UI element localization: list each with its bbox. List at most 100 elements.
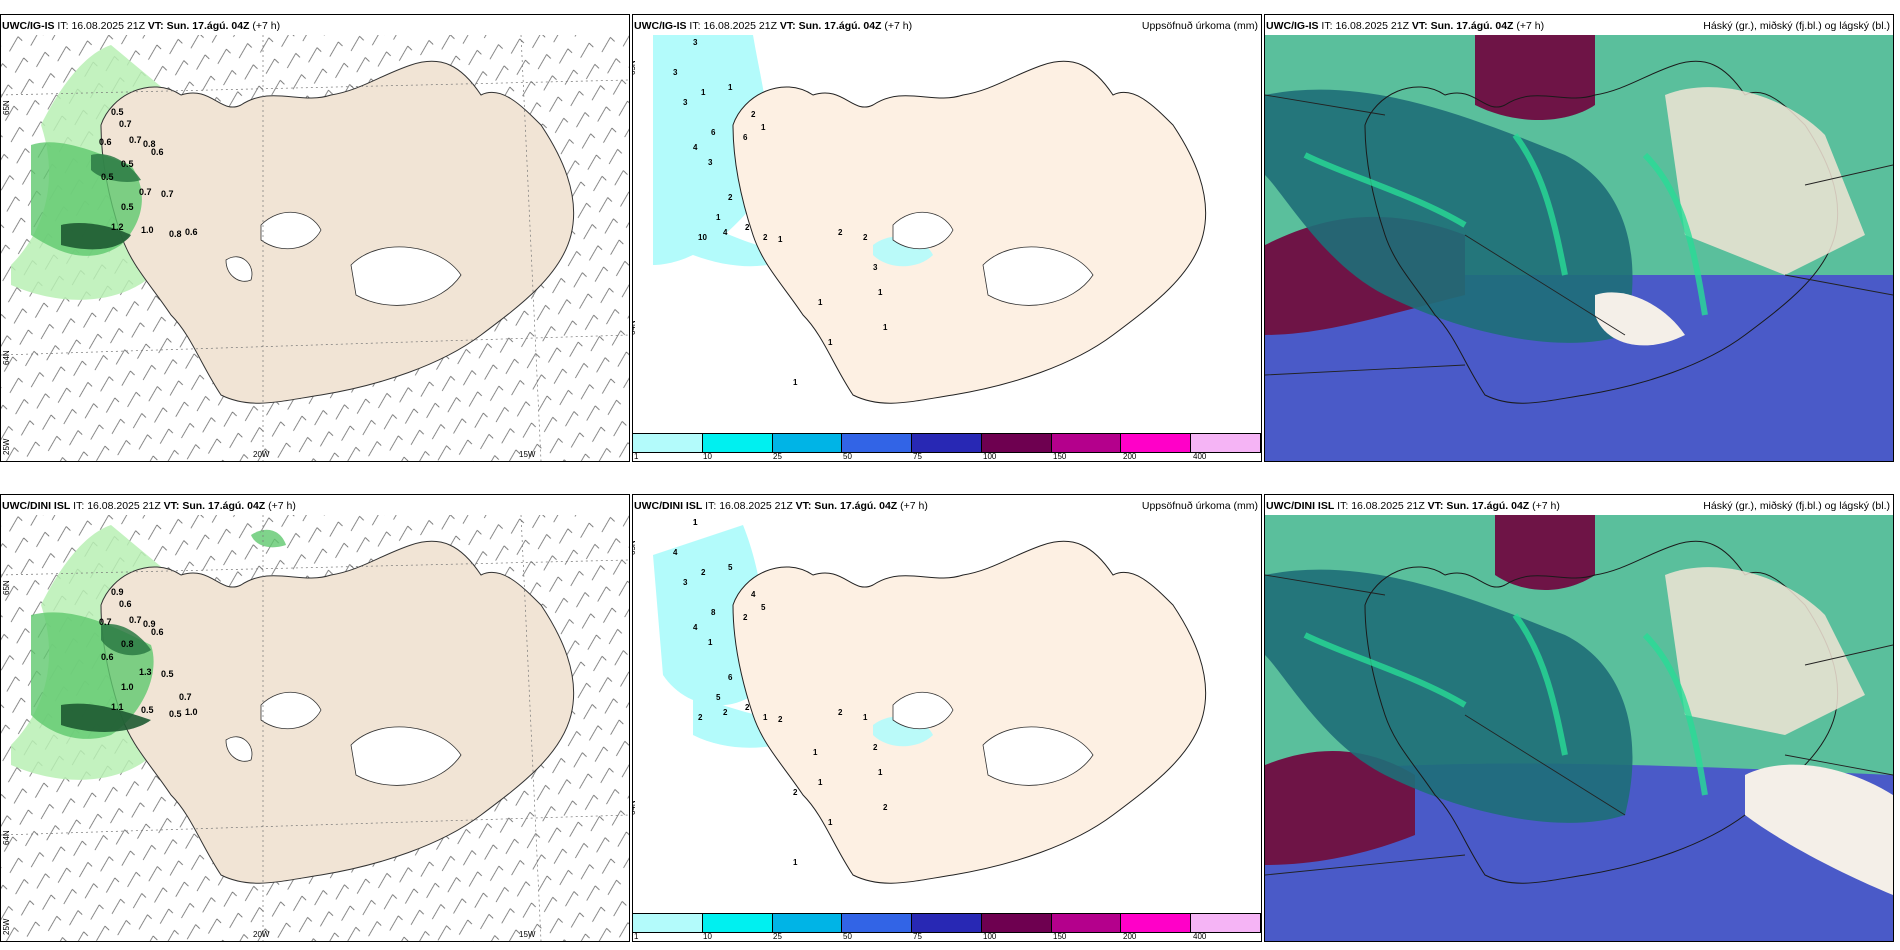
colorbar-swatch bbox=[842, 434, 913, 452]
precip-value-label: 1 bbox=[693, 518, 698, 527]
precip-value-label: 1 bbox=[818, 298, 823, 307]
wind-contour-label: 0.7 bbox=[129, 135, 142, 145]
precip-value-label: 2 bbox=[751, 110, 756, 119]
colorbar-label: 50 bbox=[843, 932, 852, 941]
vt-label: VT: bbox=[795, 500, 812, 512]
colorbar-label: 400 bbox=[1193, 452, 1207, 461]
colorbar-label: 150 bbox=[1053, 452, 1067, 461]
precip-value-label: 5 bbox=[728, 563, 733, 572]
precip-value-label: 10 bbox=[698, 233, 707, 242]
colorbar-label: 25 bbox=[773, 932, 782, 941]
precip-value-label: 2 bbox=[728, 193, 733, 202]
it-label: IT: bbox=[689, 20, 701, 32]
vt-value: Sun. 17.ágú. 04Z bbox=[1430, 20, 1514, 32]
lead-time: (+7 h) bbox=[252, 20, 281, 32]
precip-value-label: 2 bbox=[743, 613, 748, 622]
precip-value-label: 2 bbox=[763, 233, 768, 242]
precip-value-label: 1 bbox=[693, 518, 698, 527]
precip-value-label: 3 bbox=[708, 158, 713, 167]
cloud-map-svg bbox=[1265, 35, 1893, 461]
colorbar-label: 75 bbox=[913, 932, 922, 941]
axis-label-lat: 64N bbox=[2, 350, 11, 365]
precip-value-label: 1 bbox=[708, 638, 713, 647]
precip-title: Uppsöfnuð úrkoma (mm) bbox=[1141, 500, 1258, 512]
colorbar-swatch bbox=[702, 434, 773, 452]
panel-wind-row2: UWC/DINI ISL IT: 16.08.2025 21Z VT: Sun.… bbox=[0, 494, 630, 942]
precip-value-label: 6 bbox=[711, 128, 716, 137]
precip-value-label: 2 bbox=[863, 233, 868, 242]
wind-map: 65N 64N 25W 20W 15W 0.9 0.6 0.7 0.7 0.9 0.6 0.8 0.6 1… bbox=[1, 515, 629, 941]
it-value: 16.08.2025 21Z bbox=[1351, 500, 1425, 512]
colorbar-label: 10 bbox=[703, 452, 712, 461]
wind-contour-label: 1.2 bbox=[111, 222, 124, 232]
precip-value-label: 1 bbox=[716, 213, 721, 222]
precip-value-label: 1 bbox=[828, 818, 833, 827]
panel-precip-row2: UWC/DINI ISL IT: 16.08.2025 21Z VT: Sun.… bbox=[632, 494, 1262, 942]
colorbar-label: 1 bbox=[634, 452, 639, 461]
precip-value-label: 3 bbox=[683, 98, 688, 107]
it-value: 16.08.2025 21Z bbox=[71, 20, 145, 32]
precip-map: 65N 64N 1 4 3 2 4 5 8 4 5 2 1 6 5 2 2 2 1 2 2 2 1 1 1 2 1 1 2 1 1 bbox=[633, 515, 1261, 915]
colorbar-swatch bbox=[912, 914, 982, 932]
precip-value-label: 8 bbox=[711, 608, 716, 617]
colorbar bbox=[633, 913, 1261, 933]
precip-value-label: 1 bbox=[878, 288, 883, 297]
axis-label-lon: 15W bbox=[519, 450, 536, 459]
it-value: 16.08.2025 21Z bbox=[87, 500, 161, 512]
cloud-map-svg bbox=[1265, 515, 1893, 941]
axis-label-lat: 65N bbox=[2, 580, 11, 595]
wind-contour-label: 0.6 bbox=[185, 227, 198, 237]
precip-value-label: 4 bbox=[673, 548, 678, 557]
precip-value-label: 3 bbox=[673, 68, 678, 77]
panel-header: UWC/IG-IS IT: 16.08.2025 21Z VT: Sun. 17… bbox=[2, 20, 280, 32]
vt-label: VT: bbox=[779, 20, 796, 32]
panel-cloud-row2: UWC/DINI ISL IT: 16.08.2025 21Z VT: Sun.… bbox=[1264, 494, 1894, 942]
panel-precip-row1: UWC/IG-IS IT: 16.08.2025 21Z VT: Sun. 17… bbox=[632, 14, 1262, 462]
panel-header: UWC/DINI ISL IT: 16.08.2025 21Z VT: Sun.… bbox=[1266, 500, 1560, 512]
axis-label-lat: 65N bbox=[633, 60, 637, 75]
wind-contour-label: 0.7 bbox=[119, 119, 132, 129]
axis-label-lat: 65N bbox=[633, 540, 637, 555]
wind-contour-label: 0.9 bbox=[143, 619, 156, 629]
colorbar-swatch bbox=[633, 914, 703, 932]
wind-contour-label: 1.0 bbox=[141, 225, 154, 235]
axis-label-lat: 64N bbox=[633, 320, 637, 335]
wind-contour-label: 0.6 bbox=[119, 599, 132, 609]
colorbar-swatch bbox=[1191, 434, 1261, 452]
axis-label-lon: 25W bbox=[2, 918, 11, 935]
colorbar-label: 10 bbox=[703, 932, 712, 941]
panel-header: UWC/IG-IS IT: 16.08.2025 21Z VT: Sun. 17… bbox=[1266, 20, 1544, 32]
precip-value-label: 6 bbox=[743, 133, 748, 142]
precip-value-label: 1 bbox=[778, 235, 783, 244]
panel-header: UWC/DINI ISL IT: 16.08.2025 21Z VT: Sun.… bbox=[2, 500, 296, 512]
colorbar-label: 200 bbox=[1123, 932, 1137, 941]
vt-label: VT: bbox=[1411, 20, 1428, 32]
panel-header: UWC/DINI ISL IT: 16.08.2025 21Z VT: Sun.… bbox=[634, 500, 928, 512]
model-name: UWC/IG-IS bbox=[634, 20, 687, 32]
precip-value-label: 1 bbox=[818, 778, 823, 787]
precip-value-label: 1 bbox=[828, 338, 833, 347]
colorbar-swatch bbox=[772, 914, 843, 932]
precip-value-label: 1 bbox=[863, 713, 868, 722]
axis-label-lat: 65N bbox=[2, 100, 11, 115]
wind-contour-label: 0.5 bbox=[101, 172, 114, 182]
wind-contour-label: 0.5 bbox=[141, 705, 154, 715]
precip-value-label: 2 bbox=[698, 713, 703, 722]
cloud-map bbox=[1265, 35, 1893, 461]
precip-map: 65N 64N 3 3 3 1 2 1 6 4 1 6 3 2 1 10 4 2 2 1 2 3 2 1 1 1 1 1 bbox=[633, 35, 1261, 435]
wind-contour-label: 0.6 bbox=[151, 147, 164, 157]
colorbar-labels: 1 10 25 50 75 100 150 200 400 bbox=[633, 933, 1261, 941]
wind-contour-label: 0.7 bbox=[161, 189, 174, 199]
wind-contour-label: 0.5 bbox=[161, 669, 174, 679]
it-label: IT: bbox=[1337, 500, 1349, 512]
lead-time: (+7 h) bbox=[900, 500, 928, 512]
axis-label-lon: 15W bbox=[519, 930, 536, 939]
precip-value-label: 5 bbox=[716, 693, 721, 702]
precip-value-label: 4 bbox=[693, 143, 698, 152]
model-name: UWC/IG-IS bbox=[2, 20, 55, 32]
vt-label: VT: bbox=[163, 500, 180, 512]
wind-contour-label: 0.5 bbox=[111, 107, 124, 117]
